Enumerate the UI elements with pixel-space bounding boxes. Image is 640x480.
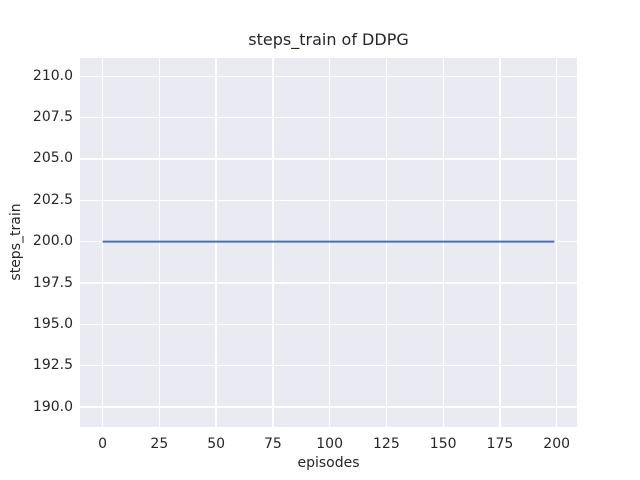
gridline-horizontal	[80, 116, 577, 119]
plot-area	[80, 58, 577, 427]
x-tick-label: 200	[543, 436, 571, 452]
x-tick-label: 75	[263, 436, 282, 452]
x-tick-label: 125	[373, 436, 400, 452]
x-tick-label: 25	[150, 436, 169, 452]
gridline-horizontal	[80, 365, 577, 367]
y-tick-label: 205.0	[32, 150, 73, 167]
y-tick-label: 200.0	[32, 233, 73, 250]
gridline-horizontal	[80, 199, 577, 201]
y-tick-label: 197.5	[32, 274, 73, 291]
y-tick-label: 207.5	[32, 109, 73, 126]
x-axis-label: episodes	[297, 455, 360, 471]
x-tick-label: 50	[207, 436, 226, 452]
gridline-horizontal	[80, 282, 577, 284]
gridline-horizontal	[80, 323, 577, 326]
y-tick-label: 192.5	[32, 357, 73, 374]
gridline-vertical	[101, 58, 104, 427]
gridline-horizontal	[80, 158, 577, 160]
x-tick-label: 100	[316, 436, 343, 452]
gridline-horizontal	[80, 75, 577, 77]
plot-canvas	[102, 240, 555, 243]
x-tick-label: 150	[429, 436, 457, 452]
chart-title: steps_train of DDPG	[248, 30, 409, 49]
gridline-vertical	[556, 58, 558, 427]
y-tick-label: 210.0	[32, 67, 73, 84]
x-tick-label: 0	[98, 436, 108, 452]
x-tick-label: 175	[486, 436, 514, 452]
gridline-horizontal	[80, 406, 577, 408]
y-tick-label: 195.0	[32, 315, 73, 332]
y-tick-label: 190.0	[32, 398, 73, 415]
y-tick-label: 202.5	[32, 191, 73, 208]
